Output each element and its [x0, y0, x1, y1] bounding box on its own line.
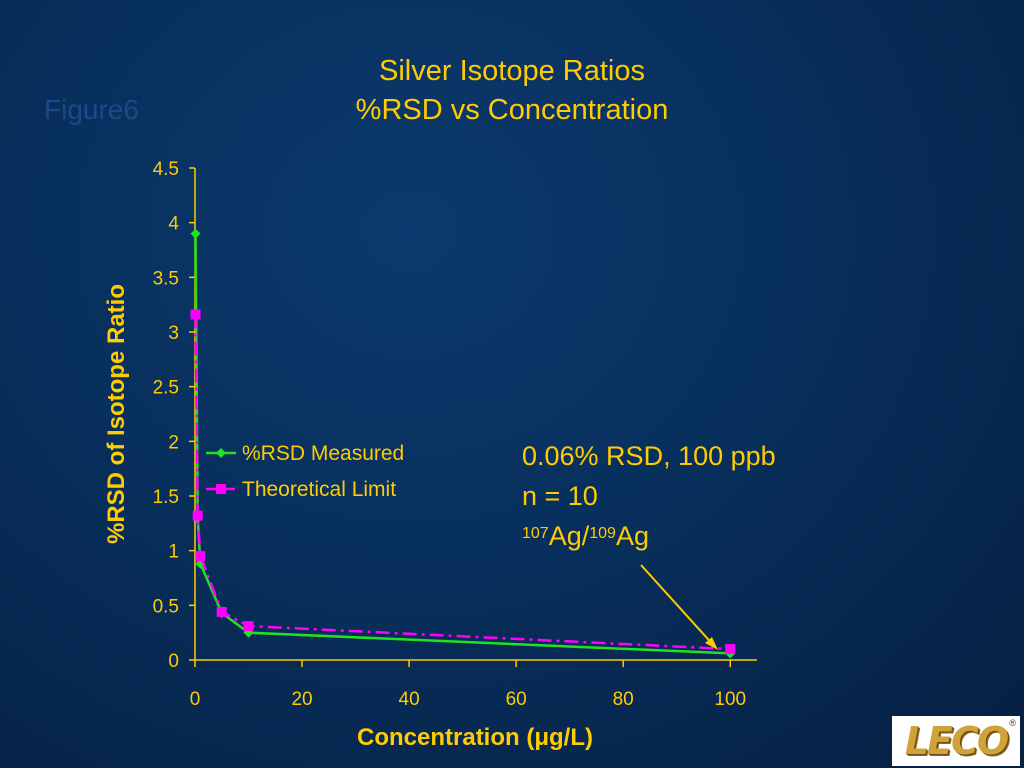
y-tick-label: 0.5 [153, 596, 179, 617]
annotation-line-rsd: 0.06% RSD, 100 ppb [522, 441, 776, 471]
annotation-line-isotopes: 107Ag/109Ag [522, 516, 776, 556]
x-axis-label-suffix: g/L) [549, 724, 593, 751]
chart-title: Silver Isotope Ratios [379, 55, 645, 87]
data-point [195, 551, 206, 562]
x-tick-label: 0 [190, 689, 201, 710]
data-point [216, 606, 227, 617]
y-axis-label: %RSD of Isotope Ratio [103, 284, 130, 545]
y-tick-label: 3.5 [153, 268, 179, 289]
annotation-line-n: n = 10 [522, 481, 598, 511]
data-point [725, 644, 736, 655]
x-axis-label: Concentration (μg/L) [275, 724, 675, 752]
isotope-mass-a: 107 [522, 525, 549, 542]
x-tick-label: 100 [714, 689, 746, 710]
data-point [243, 621, 254, 632]
series-line [194, 314, 731, 651]
data-point [190, 228, 201, 239]
isotope-symbol-a: Ag/ [548, 521, 590, 551]
leco-logo: LECO ® [892, 716, 1020, 766]
registered-mark: ® [1009, 718, 1016, 728]
x-tick-label: 80 [613, 689, 634, 710]
y-tick-label: 4 [168, 214, 179, 235]
logo-text: LECO [904, 719, 1009, 763]
legend-item: %RSD Measured [206, 442, 404, 465]
annotation-text: 0.06% RSD, 100 ppb n = 10 107Ag/109Ag [522, 436, 776, 556]
figure-label: Figure6 [44, 94, 139, 125]
micro-symbol: μ [534, 724, 550, 751]
x-tick-label: 60 [506, 689, 527, 710]
data-point [190, 309, 201, 320]
y-tick-label: 1 [168, 542, 179, 563]
y-tick-label: 4.5 [153, 159, 179, 180]
x-tick-label: 40 [399, 689, 420, 710]
legend-marker [216, 448, 226, 458]
y-tick-label: 1.5 [153, 487, 179, 508]
annotation-arrowhead [705, 637, 718, 650]
y-tick-label: 0 [168, 651, 179, 672]
x-axis-label-prefix: Concentration ( [357, 724, 535, 751]
isotope-symbol-b: Ag [615, 521, 649, 551]
data-point [192, 510, 203, 521]
legend-label: %RSD Measured [242, 442, 404, 465]
legend-label: Theoretical Limit [242, 478, 396, 501]
isotope-mass-b: 109 [589, 525, 616, 542]
y-tick-label: 2 [168, 432, 179, 453]
legend-item: Theoretical Limit [206, 478, 396, 501]
y-tick-label: 3 [168, 323, 179, 344]
series-theoretical [190, 309, 736, 655]
chart-subtitle: %RSD vs Concentration [355, 94, 669, 126]
x-tick-label: 20 [291, 689, 312, 710]
y-tick-label: 2.5 [153, 378, 179, 399]
legend-marker [216, 484, 226, 494]
annotation-arrow [640, 564, 717, 649]
